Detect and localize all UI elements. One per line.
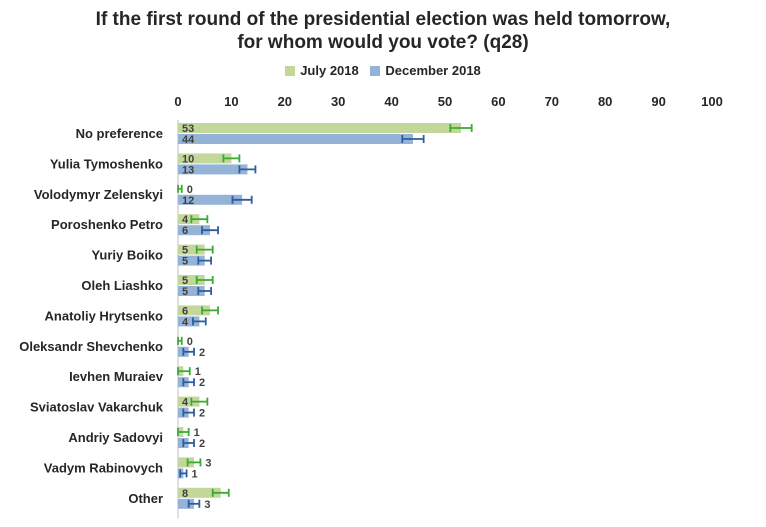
bar-december-2018 <box>178 286 205 296</box>
category-label: Oleh Liashko <box>81 278 163 293</box>
category-label: Anatoliy Hrytsenko <box>45 308 164 323</box>
bar-july-2018 <box>178 244 205 255</box>
category-label: Yuriy Boiko <box>91 248 163 263</box>
data-label: 6 <box>182 305 188 317</box>
chart-title-line-2: for whom would you vote? (q28) <box>237 32 529 53</box>
category-label: Other <box>128 491 163 506</box>
legend-item-july-2018: July 2018 <box>285 63 359 78</box>
data-label: 1 <box>192 468 198 480</box>
legend-item-december-2018: December 2018 <box>370 63 481 78</box>
data-label: 8 <box>182 488 188 500</box>
data-label: 3 <box>205 457 211 469</box>
x-tick-label: 20 <box>278 94 292 109</box>
bar-december-2018 <box>178 316 200 327</box>
bar-december-2018 <box>178 225 211 236</box>
bar-july-2018 <box>178 214 200 225</box>
x-tick-label: 100 <box>701 94 723 109</box>
x-tick-label: 90 <box>651 94 665 109</box>
bar-december-2018 <box>178 255 205 266</box>
category-label: Poroshenko Petro <box>51 217 163 232</box>
legend-swatch-december-2018 <box>370 65 381 76</box>
data-label: 44 <box>182 134 195 146</box>
data-label: 10 <box>182 153 194 165</box>
bar-december-2018 <box>178 134 413 144</box>
bar-july-2018 <box>178 123 462 133</box>
data-label: 0 <box>187 184 193 196</box>
data-label: 5 <box>182 286 188 298</box>
data-label: 5 <box>182 245 188 257</box>
data-label: 3 <box>204 499 210 511</box>
data-label: 2 <box>199 408 205 420</box>
data-label: 5 <box>182 256 188 268</box>
bar-december-2018 <box>178 194 243 205</box>
x-tick-label: 70 <box>545 94 559 109</box>
bar-july-2018 <box>178 305 211 316</box>
legend-label-july-2018: July 2018 <box>300 63 359 78</box>
category-label: Volodymyr Zelenskyi <box>34 187 163 202</box>
data-label: 13 <box>182 164 194 176</box>
x-tick-label: 50 <box>438 94 452 109</box>
category-label: Oleksandr Shevchenko <box>19 339 163 354</box>
data-label: 4 <box>182 316 189 328</box>
bar-july-2018 <box>178 153 232 164</box>
bar-july-2018 <box>178 275 205 285</box>
x-tick-label: 60 <box>491 94 505 109</box>
bar-july-2018 <box>178 396 200 407</box>
data-label: 4 <box>182 397 189 409</box>
x-tick-label: 10 <box>224 94 238 109</box>
bar-december-2018 <box>178 498 195 509</box>
category-label: Ievhen Muraiev <box>69 369 164 384</box>
data-label: 1 <box>195 366 201 378</box>
data-label: 2 <box>199 377 205 389</box>
bar-july-2018 <box>178 487 221 498</box>
data-label: 53 <box>182 123 194 135</box>
x-tick-label: 80 <box>598 94 612 109</box>
chart-title: If the first round of the presidential e… <box>0 8 766 54</box>
data-label: 1 <box>194 427 200 439</box>
category-label: Andriy Sadovyi <box>68 430 163 445</box>
data-label: 4 <box>182 214 189 226</box>
data-label: 2 <box>199 438 205 450</box>
bar-july-2018 <box>178 457 195 468</box>
data-label: 12 <box>182 195 194 207</box>
category-label: Sviatoslav Vakarchuk <box>30 400 164 415</box>
legend-swatch-july-2018 <box>285 65 296 76</box>
data-label: 6 <box>182 225 188 237</box>
legend-label-december-2018: December 2018 <box>385 63 481 78</box>
category-label: No preference <box>76 126 163 141</box>
data-label: 2 <box>199 347 205 359</box>
data-label: 5 <box>182 275 188 287</box>
data-label: 0 <box>187 336 193 348</box>
chart-title-line-1: If the first round of the presidential e… <box>95 9 671 30</box>
x-tick-label: 40 <box>384 94 398 109</box>
x-tick-label: 30 <box>331 94 345 109</box>
chart-legend: July 2018 December 2018 <box>0 63 766 79</box>
category-label: Yulia Tymoshenko <box>50 156 163 171</box>
bar-december-2018 <box>178 164 248 175</box>
category-label: Vadym Rabinovych <box>44 460 163 475</box>
x-tick-label: 0 <box>174 94 181 109</box>
